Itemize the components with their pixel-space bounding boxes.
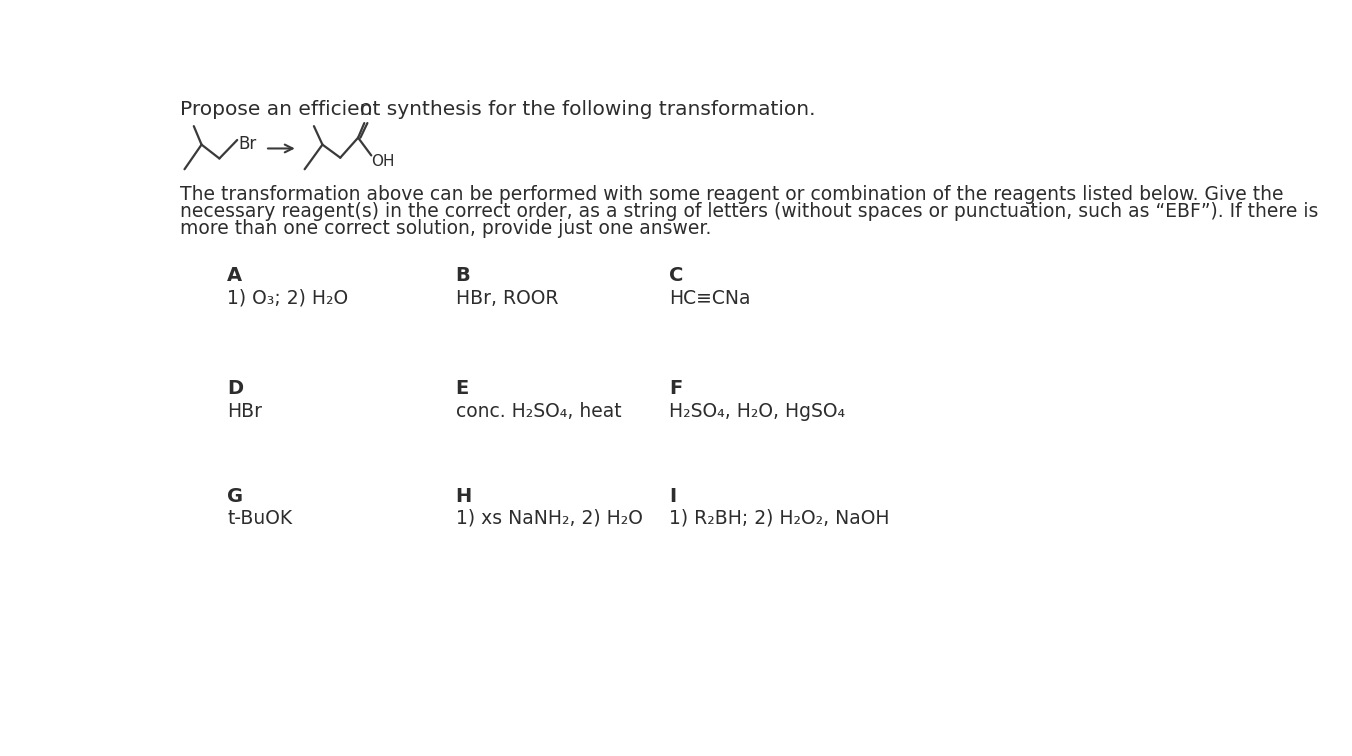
Text: I: I — [669, 487, 676, 506]
Text: B: B — [456, 266, 470, 285]
Text: D: D — [227, 380, 243, 398]
Text: t-BuOK: t-BuOK — [227, 509, 292, 528]
Text: HBr: HBr — [227, 401, 262, 421]
Text: more than one correct solution, provide just one answer.: more than one correct solution, provide … — [180, 219, 711, 238]
Text: H: H — [456, 487, 472, 506]
Text: 1) xs NaNH₂, 2) H₂O: 1) xs NaNH₂, 2) H₂O — [456, 509, 642, 528]
Text: The transformation above can be performed with some reagent or combination of th: The transformation above can be performe… — [180, 185, 1283, 204]
Text: 1) O₃; 2) H₂O: 1) O₃; 2) H₂O — [227, 289, 349, 308]
Text: C: C — [669, 266, 683, 285]
Text: E: E — [456, 380, 469, 398]
Text: OH: OH — [372, 154, 395, 169]
Text: HC≡CNa: HC≡CNa — [669, 289, 750, 308]
Text: Propose an efficient synthesis for the following transformation.: Propose an efficient synthesis for the f… — [180, 100, 815, 119]
Text: H₂SO₄, H₂O, HgSO₄: H₂SO₄, H₂O, HgSO₄ — [669, 401, 845, 421]
Text: A: A — [227, 266, 242, 285]
Text: Br: Br — [238, 135, 257, 153]
Text: G: G — [227, 487, 243, 506]
Text: 1) R₂BH; 2) H₂O₂, NaOH: 1) R₂BH; 2) H₂O₂, NaOH — [669, 509, 890, 528]
Text: conc. H₂SO₄, heat: conc. H₂SO₄, heat — [456, 401, 622, 421]
Text: necessary reagent(s) in the correct order, as a string of letters (without space: necessary reagent(s) in the correct orde… — [180, 203, 1318, 222]
Text: O: O — [360, 104, 370, 119]
Text: F: F — [669, 380, 683, 398]
Text: HBr, ROOR: HBr, ROOR — [456, 289, 558, 308]
